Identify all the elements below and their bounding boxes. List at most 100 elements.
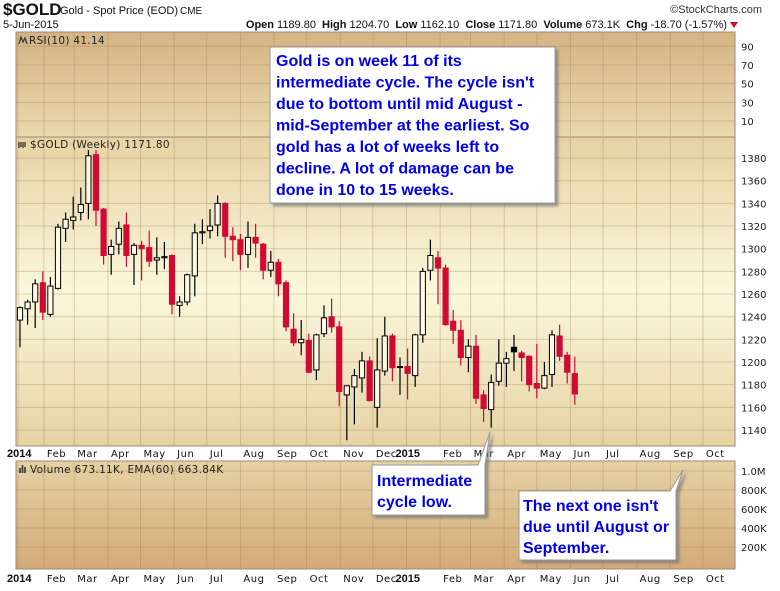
- price-y-tick: 1360: [741, 177, 766, 188]
- candle-body: [351, 375, 358, 388]
- x-tick-label: Jul: [209, 574, 224, 585]
- candle-body: [305, 339, 312, 373]
- candle-body: [222, 202, 229, 237]
- x-tick-label: Oct: [310, 449, 329, 460]
- rsi-y-tick: 30: [741, 98, 754, 109]
- x-tick-label: Mar: [474, 574, 495, 585]
- x-tick-label: Oct: [310, 574, 329, 585]
- rsi-y-tick: 10: [741, 117, 754, 128]
- x-tick-label: Nov: [343, 574, 364, 585]
- candle-body: [199, 231, 206, 234]
- candle: [191, 223, 198, 297]
- candle: [336, 321, 343, 407]
- candle: [510, 334, 518, 372]
- candle: [442, 264, 449, 326]
- price-y-tick: 1200: [741, 358, 766, 369]
- candle: [298, 320, 305, 356]
- candle: [427, 239, 434, 281]
- volume-label-text: Volume 673.11K, EMA(60) 663.84K: [30, 464, 224, 476]
- candle: [526, 355, 533, 392]
- candle: [434, 250, 442, 305]
- price-label-text: $GOLD (Weekly) 1171.80: [30, 139, 170, 151]
- callout-line: intermediate cycle. The cycle isn't: [276, 75, 535, 92]
- candle: [564, 351, 571, 384]
- candle: [495, 339, 502, 386]
- x-tick-label: Sep: [277, 574, 297, 585]
- candle-body: [282, 282, 290, 328]
- callout-cycle-low-text: Intermediate cycle low.: [377, 473, 472, 511]
- volume-y-tick: 1.0M: [741, 467, 766, 478]
- callout-line: done in 10 to 15 weeks.: [276, 182, 454, 199]
- rsi-label-text: RSI(10) 41.14: [29, 35, 105, 47]
- price-y-tick: 1180: [741, 381, 766, 392]
- candle-body: [298, 338, 305, 344]
- callout-line: due until August or: [523, 519, 669, 536]
- x-axis-labels-volume: 2014 Feb Mar Apr May Jun Jul Aug Sep Oct Nov Dec201…: [7, 573, 724, 585]
- volume-label: Volume 673.11K, EMA(60) 663.84K: [19, 464, 224, 476]
- callout-cycle-low: [371, 431, 491, 516]
- x-tick-label: Mar: [77, 574, 98, 585]
- candle: [381, 316, 388, 376]
- candle-body: [518, 352, 525, 358]
- candle-body: [541, 375, 548, 389]
- x-tick-label: Apr: [507, 449, 526, 460]
- candle-body: [374, 369, 381, 408]
- x-tick-label: 2014: [7, 573, 32, 585]
- axis-ticks: 90 70 50 30 10 1380 1360 1340 1320 1300 1280 1260 12…: [741, 42, 767, 554]
- candle: [146, 230, 153, 267]
- candle-body: [313, 334, 320, 371]
- candle-body: [267, 261, 274, 271]
- volume-y-tick: 200K: [741, 543, 767, 554]
- candle-body: [510, 346, 518, 353]
- x-tick-label: Jun: [572, 449, 590, 460]
- candle-body: [85, 155, 92, 204]
- candle-body: [146, 247, 153, 262]
- volume-y-tick: 600K: [741, 505, 767, 516]
- candle: [313, 333, 320, 381]
- x-tick-label: Sep: [673, 449, 693, 460]
- candle-body: [214, 202, 221, 226]
- candle-body: [168, 255, 176, 305]
- candle-body: [123, 224, 130, 257]
- x-tick-label: 2015: [396, 448, 420, 460]
- chart-date: 5-Jun-2015: [3, 19, 59, 31]
- callout-cycle-note-text: Gold is on week 11 of its intermediate cy…: [276, 53, 535, 199]
- candle: [366, 356, 373, 402]
- x-tick-label: Feb: [443, 574, 462, 585]
- candle-body: [260, 243, 267, 271]
- candle: [24, 299, 31, 325]
- candle: [533, 343, 540, 399]
- rsi-y-tick: 70: [741, 61, 754, 72]
- candle-body: [404, 366, 411, 374]
- candle-body: [396, 366, 404, 369]
- candle: [374, 338, 381, 428]
- price-y-tick: 1140: [741, 426, 766, 437]
- x-tick-label: Feb: [47, 574, 66, 585]
- candle-body: [495, 362, 502, 382]
- candle: [351, 368, 358, 425]
- candle-body: [62, 218, 69, 229]
- candle: [161, 241, 168, 270]
- candle: [571, 356, 578, 405]
- callout-line: Gold is on week 11 of its: [276, 53, 462, 70]
- quote-summary: Open 1189.80 High 1204.70 Low 1162.10 Close…: [246, 19, 727, 31]
- chart-header: $GOLD Gold - Spot Price (EOD) CME ©Stock…: [3, 0, 762, 31]
- x-tick-label: Nov: [343, 449, 364, 460]
- candle: [123, 212, 130, 267]
- candle: [450, 309, 457, 344]
- candle: [290, 313, 297, 347]
- candle-body: [434, 257, 442, 269]
- candle: [260, 243, 267, 280]
- x-tick-label: 2014: [7, 448, 32, 460]
- candle: [222, 202, 229, 258]
- candle-body: [108, 245, 115, 255]
- exchange: CME: [180, 6, 203, 17]
- candle-body: [526, 355, 533, 386]
- candle-body: [571, 373, 578, 395]
- x-tick-label: Feb: [443, 449, 462, 460]
- candle: [320, 305, 328, 338]
- candle-body: [16, 307, 24, 321]
- candle: [419, 267, 426, 343]
- candle: [396, 357, 404, 395]
- candle-body: [92, 154, 100, 211]
